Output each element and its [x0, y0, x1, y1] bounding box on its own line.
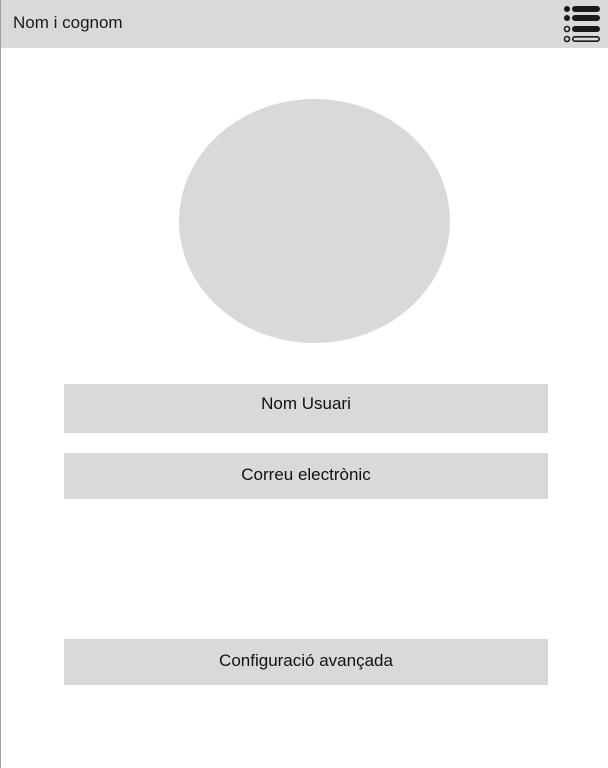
avatar-placeholder[interactable] [179, 99, 450, 343]
username-label: Nom Usuari [261, 394, 351, 413]
email-label: Correu electrònic [241, 465, 371, 484]
header-title: Nom i cognom [13, 13, 123, 32]
advanced-config-button[interactable]: Configuració avançada [64, 639, 548, 685]
advanced-config-label: Configuració avançada [219, 651, 393, 670]
username-field[interactable]: Nom Usuari [64, 384, 548, 433]
app-header: Nom i cognom [1, 0, 608, 48]
list-menu-icon-graphic [563, 6, 600, 43]
email-field[interactable]: Correu electrònic [64, 453, 548, 499]
list-menu-icon[interactable] [561, 4, 601, 44]
